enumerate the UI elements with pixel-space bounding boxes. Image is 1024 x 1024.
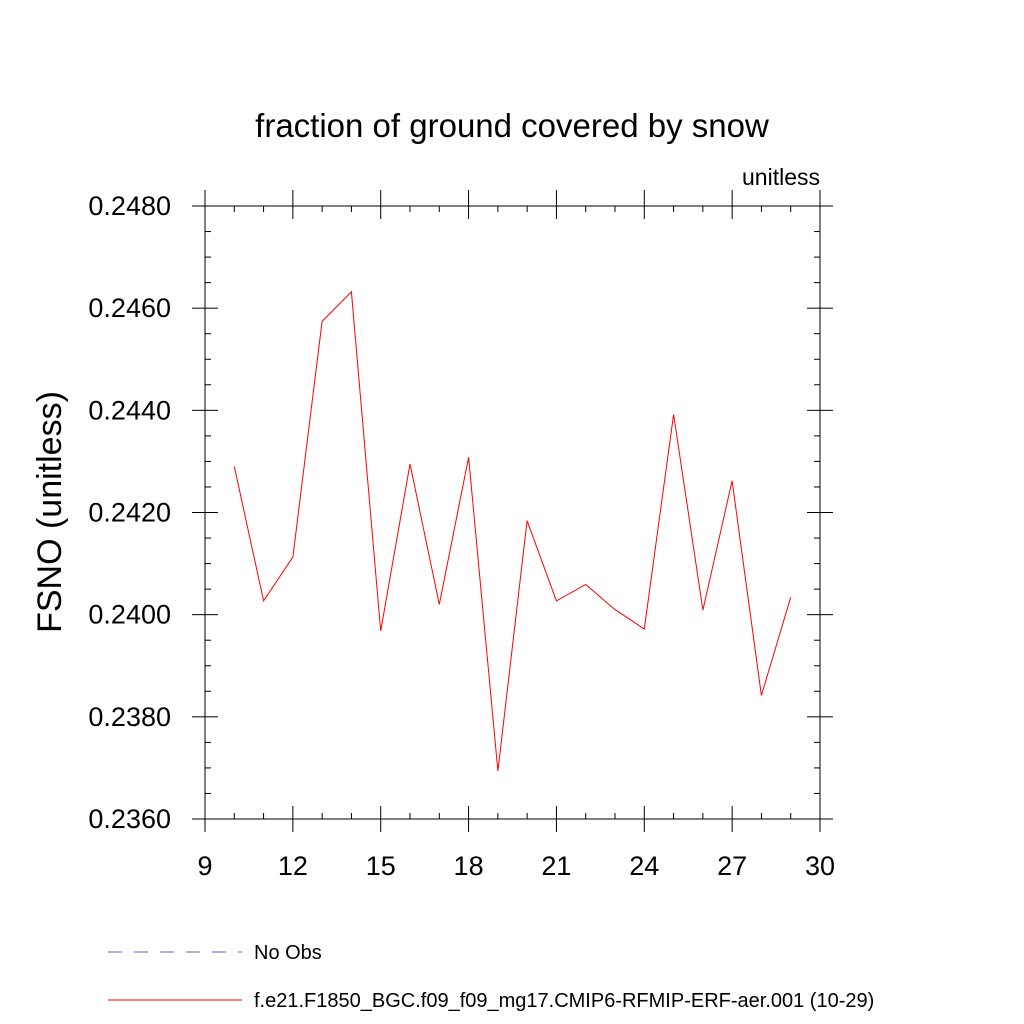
series-line xyxy=(233,290,792,772)
legend-label: No Obs xyxy=(254,942,322,964)
x-tick-label: 30 xyxy=(805,851,835,881)
chart-subtitle-units: unitless xyxy=(742,164,820,190)
x-tick-label: 21 xyxy=(541,851,571,881)
legend-label: f.e21.F1850_BGC.f09_f09_mg17.CMIP6-RFMIP… xyxy=(254,990,874,1012)
series-layer xyxy=(233,290,792,772)
y-tick-label: 0.2400 xyxy=(88,600,171,630)
y-tick-label: 0.2460 xyxy=(88,293,171,323)
y-tick-label: 0.2360 xyxy=(88,804,171,834)
x-tick-label: 24 xyxy=(629,851,659,881)
plot-frame xyxy=(204,205,821,820)
y-tick-label: 0.2440 xyxy=(88,395,171,425)
x-tick-label: 15 xyxy=(366,851,396,881)
y-tick-label: 0.2420 xyxy=(88,498,171,528)
chart-title: fraction of ground covered by snow xyxy=(255,107,769,144)
x-tick-label: 9 xyxy=(197,851,212,881)
x-tick-label: 12 xyxy=(278,851,308,881)
y-axis-label: FSNO (unitless) xyxy=(31,391,69,633)
y-tick-label: 0.2480 xyxy=(88,191,171,221)
x-tick-label: 27 xyxy=(717,851,747,881)
x-tick-label: 18 xyxy=(454,851,484,881)
legend: No Obs f.e21.F1850_BGC.f09_f09_mg17.CMIP6… xyxy=(108,942,874,1012)
axes: 9 12 15 18 21 24 27 30 0.2360 0.2380 0.2400 0.2420 0… xyxy=(88,190,835,881)
y-tick-label: 0.2380 xyxy=(88,702,171,732)
